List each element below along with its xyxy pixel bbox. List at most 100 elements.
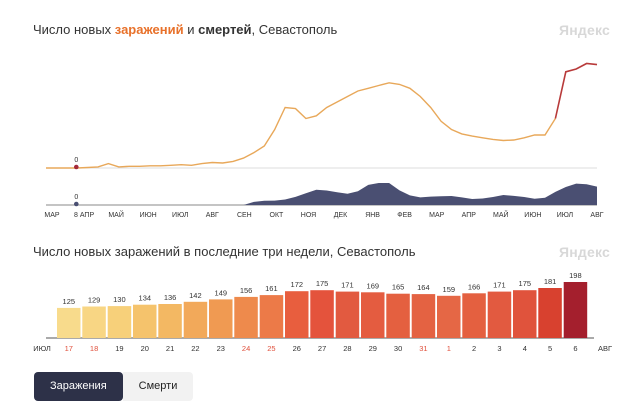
month-label-end: АВГ [598,344,612,353]
bar [158,304,182,338]
bar-day-label: 30 [394,344,402,353]
title-deaths-word: смертей [198,22,252,37]
chart1-title: Число новых заражений и смертей, Севасто… [33,22,337,37]
bar-day-label: 1 [447,344,451,353]
x-tick-label: МАР [44,212,60,219]
bar-day-label: 18 [90,344,98,353]
bar-value-label: 142 [189,291,202,300]
title-infections-word: заражений [114,22,184,37]
bar [183,301,208,338]
bar-value-label: 130 [113,295,126,304]
x-tick-label: 8 АПР [74,212,94,219]
x-tick-label: ЯНВ [365,212,380,219]
chart-infections-deaths: МАР 8 АПР МАЙ ИЮН ИЮЛ АВГ СЕН ОКТ НОЯ ДЕК ЯНВ ФЕВ МА… [44,62,604,219]
bar-value-label: 198 [569,271,582,280]
bar-day-label: 31 [419,344,427,353]
bar-day-label: 28 [343,344,351,353]
bar-value-label: 134 [139,294,152,303]
x-tick-label: ИЮЛ [557,212,574,219]
bar-value-label: 171 [341,281,354,290]
x-tick-label: ИЮН [524,212,541,219]
x-tick-label: СЕН [237,212,252,219]
series-tabs: Заражения Смерти [34,372,194,401]
tab-infections[interactable]: Заражения [34,372,123,401]
bar [361,292,385,338]
x-tick-label: ИЮЛ [172,212,189,219]
x-tick-label: МАР [429,212,445,219]
bar-value-label: 125 [63,297,76,306]
bar-value-label: 181 [544,277,557,286]
bar-day-label: 27 [318,344,326,353]
bar-value-label: 169 [367,281,380,290]
bar-value-label: 156 [240,286,253,295]
infections-annotation-label: 0 [74,157,78,164]
bar-day-label: 20 [141,344,149,353]
bar-day-label: 22 [191,344,199,353]
bar [285,291,309,338]
bar-value-label: 164 [417,283,430,292]
bar-day-label: 25 [267,344,275,353]
deaths-area [46,183,597,205]
title-suffix: , Севастополь [251,22,338,37]
bar-day-label: 26 [293,344,301,353]
x-tick-label: НОЯ [301,212,316,219]
x-tick-label: ИЮН [140,212,157,219]
bar-day-label: 6 [573,344,577,353]
bar-day-label: 21 [166,344,174,353]
infections-line [46,82,556,169]
title-prefix: Число новых [33,22,115,37]
bar [234,296,258,338]
x-tick-label: ОКТ [270,212,285,219]
bar [487,291,512,338]
deaths-annotation-label: 0 [74,194,78,201]
chart-last-three-weeks: 1251712918130191342013621142221492315624… [33,271,612,353]
bar-day-label: 24 [242,344,250,353]
bar-day-label: 4 [523,344,527,353]
bar-value-label: 171 [493,281,506,290]
bar-day-label: 17 [65,344,73,353]
bar [82,306,106,338]
x-tick-label: МАЙ [493,210,509,219]
bar-value-label: 175 [519,279,532,288]
deaths-marker [74,201,79,207]
bar-value-label: 172 [291,280,304,289]
bar [133,304,157,338]
bar-value-label: 159 [443,285,456,294]
yandex-logo-2: Яндекс [559,244,610,260]
title-conjunction: и [183,22,199,37]
bar [462,293,486,338]
x-tick-label: ФЕВ [397,212,412,219]
bar [310,290,334,338]
bar [335,291,360,338]
x-tick-label: АВГ [590,212,603,219]
bar [107,306,132,338]
infections-marker [74,164,79,170]
bar-value-label: 136 [164,293,177,302]
bar [259,295,284,338]
infections-line-recent [554,62,598,119]
bar-day-label: 23 [217,344,225,353]
x-tick-label: МАЙ [108,210,124,219]
tab-deaths[interactable]: Смерти [122,372,194,401]
bar-day-label: 2 [472,344,476,353]
bar [57,307,81,338]
bar [209,299,233,338]
bar [411,294,436,338]
bar-day-label: 5 [548,344,552,353]
bar [513,290,537,338]
bar-day-label: 29 [369,344,377,353]
bar-value-label: 161 [265,284,278,293]
x-tick-label: АПР [462,212,477,219]
bar-value-label: 149 [215,288,228,297]
chart2-title: Число новых заражений в последние три не… [33,244,416,259]
bar [437,295,461,338]
bar-value-label: 166 [468,282,481,291]
bar-value-label: 165 [392,283,405,292]
month-label-start: ИЮЛ [33,344,51,353]
bar [538,288,562,338]
bar-day-label: 19 [115,344,123,353]
x-tick-label: ДЕК [334,212,348,219]
bar [563,282,588,338]
yandex-logo: Яндекс [559,22,610,38]
bar-day-label: 3 [497,344,501,353]
